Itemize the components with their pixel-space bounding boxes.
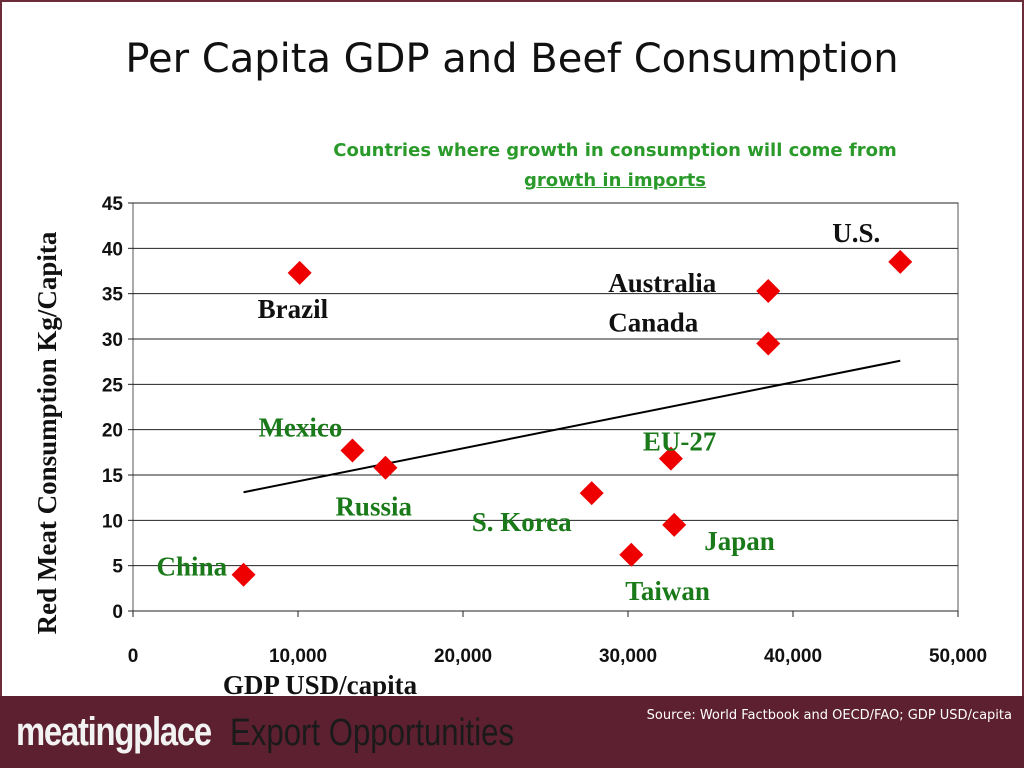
data-point	[756, 331, 781, 356]
x-tick-label: 50,000	[929, 646, 987, 667]
y-tick-label: 45	[102, 194, 124, 215]
data-point	[662, 512, 687, 537]
x-axis-title: GDP USD/capita	[223, 670, 418, 700]
data-label: S. Korea	[472, 507, 572, 537]
scatter-chart: 0 5 10 15 20 25 30 35 40 45 0 10,000 20,000 30,000 40,…	[32, 194, 987, 700]
data-label: Taiwan	[625, 576, 710, 606]
data-point	[756, 278, 781, 303]
y-tick-label: 40	[102, 239, 123, 260]
data-point	[340, 438, 365, 463]
data-label: EU-27	[643, 427, 717, 457]
x-tick-label: 10,000	[269, 646, 327, 667]
y-tick-label: 20	[102, 421, 123, 442]
y-tick-label: 5	[112, 557, 123, 578]
subtitle-line-1: Countries where growth in consumption wi…	[333, 140, 897, 161]
data-label: Brazil	[258, 294, 329, 324]
y-tick-label: 15	[102, 466, 124, 487]
chart-subtitle: Countries where growth in consumption wi…	[300, 136, 930, 196]
y-tick-label: 0	[112, 602, 123, 623]
footer-tagline: Export Opportunities	[230, 712, 515, 754]
x-tick-label: 40,000	[764, 646, 822, 667]
footer-bar: meatingplace Export Opportunities Source…	[0, 696, 1024, 768]
data-point	[231, 562, 256, 587]
x-tick-label: 20,000	[434, 646, 492, 667]
data-label: Australia	[608, 268, 717, 298]
data-point	[888, 249, 913, 274]
data-label: China	[157, 552, 228, 582]
y-tick-label: 25	[102, 375, 124, 396]
y-tick-label: 30	[102, 330, 123, 351]
plot-area	[132, 202, 959, 612]
y-tick-label: 10	[102, 511, 123, 532]
data-label: Mexico	[258, 413, 342, 443]
data-point	[658, 446, 683, 471]
data-label: Russia	[335, 492, 412, 522]
x-tick-label: 30,000	[599, 646, 657, 667]
data-label: Japan	[704, 526, 775, 556]
data-point	[373, 455, 398, 480]
subtitle-line-2: growth in imports	[523, 170, 707, 191]
slide-title: Per Capita GDP and Beef Consumption	[125, 36, 899, 82]
data-point	[579, 481, 604, 506]
y-tick-label: 35	[102, 285, 124, 306]
data-label: U.S.	[832, 218, 880, 248]
data-label: Canada	[608, 308, 699, 338]
y-axis-title: Red Meat Consumption Kg/Capita	[32, 231, 62, 634]
data-point	[619, 542, 644, 567]
x-tick-label: 0	[128, 646, 139, 667]
source-note: Source: World Factbook and OECD/FAO; GDP…	[646, 708, 1012, 723]
meatingplace-logo: meatingplace	[16, 710, 212, 754]
data-point	[287, 260, 312, 285]
trendline	[243, 359, 901, 494]
